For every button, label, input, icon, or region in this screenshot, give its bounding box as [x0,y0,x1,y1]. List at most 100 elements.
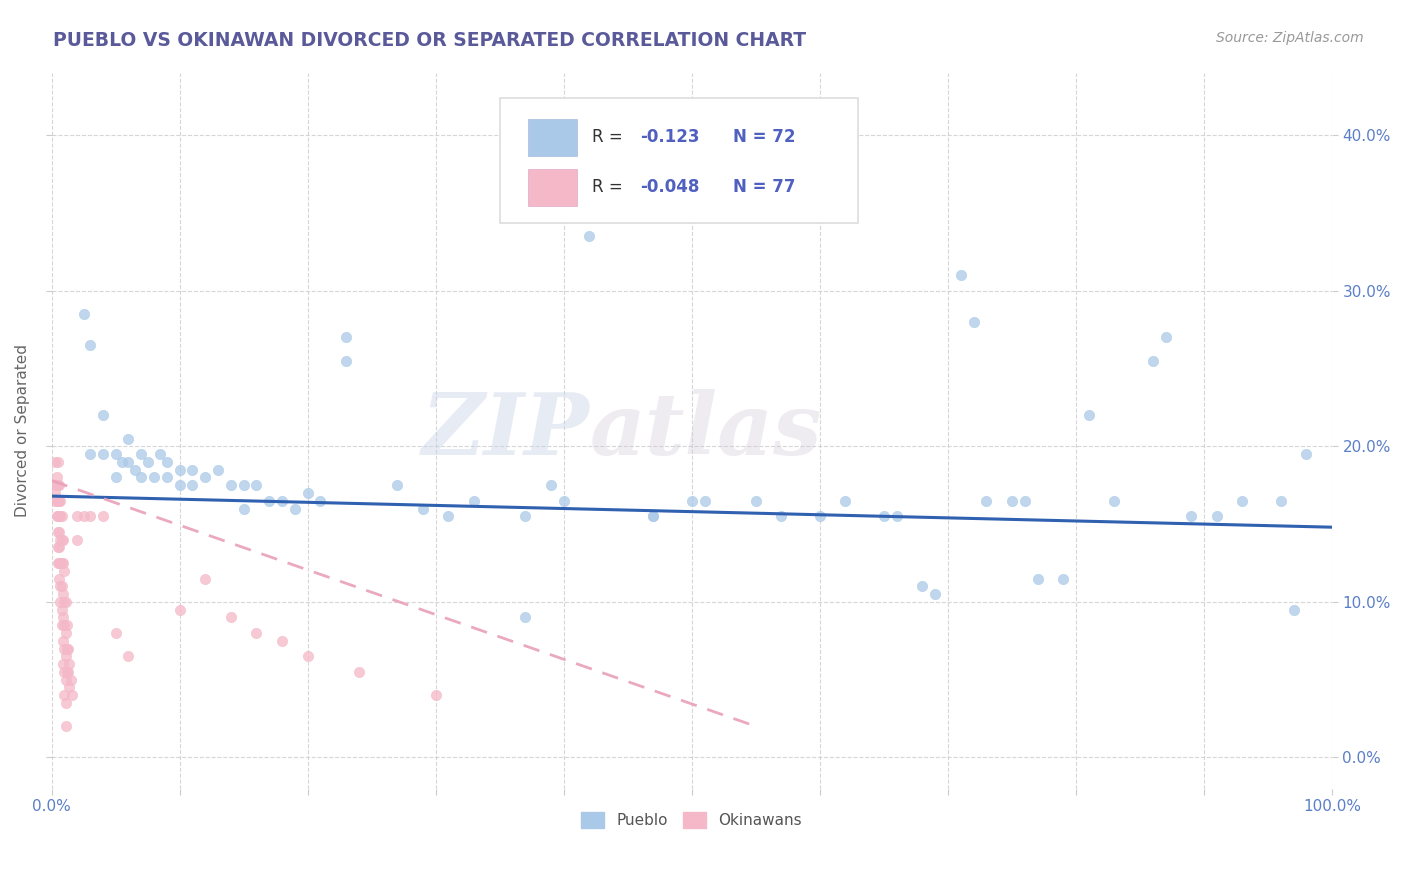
Point [335,353,357,368]
Point [53,688,76,702]
Point [56,665,79,679]
Point [49,493,72,508]
Point [44,455,66,469]
Point [412,501,434,516]
Point [52,657,75,671]
Point [643,509,665,524]
Point [48,478,70,492]
Point [49,595,72,609]
FancyBboxPatch shape [527,119,576,156]
Point [156,470,179,484]
Point [72,509,94,524]
Point [56,641,79,656]
Point [56,665,79,679]
Point [911,579,934,593]
Point [194,470,217,484]
Point [745,493,768,508]
Point [143,470,166,484]
Text: PUEBLO VS OKINAWAN DIVORCED OR SEPARATED CORRELATION CHART: PUEBLO VS OKINAWAN DIVORCED OR SEPARATED… [53,31,807,50]
Point [48,509,70,524]
Point [48,524,70,539]
Text: N = 72: N = 72 [733,128,796,146]
Point [117,649,139,664]
Point [46,541,69,555]
Point [1282,602,1305,616]
Point [48,572,70,586]
Point [1180,509,1202,524]
Point [44,493,66,508]
Point [1295,447,1317,461]
Point [207,463,229,477]
Point [46,455,69,469]
Point [46,556,69,570]
Point [45,470,67,484]
Point [124,463,146,477]
Point [1026,572,1049,586]
Point [257,493,280,508]
Point [55,595,77,609]
Point [387,478,409,492]
Point [104,626,127,640]
Point [56,618,79,632]
Point [49,533,72,547]
Point [693,167,716,181]
Point [52,587,75,601]
Point [181,463,204,477]
Point [149,447,172,461]
Point [129,470,152,484]
Text: -0.048: -0.048 [641,178,700,196]
Point [553,493,575,508]
Point [949,268,972,283]
Point [136,455,159,469]
Point [79,338,101,352]
Point [51,602,73,616]
Point [873,509,896,524]
Point [44,486,66,500]
Point [55,626,77,640]
Point [962,315,984,329]
Point [219,478,242,492]
Point [232,501,254,516]
Point [53,665,76,679]
Point [48,556,70,570]
Point [834,493,856,508]
Point [886,509,908,524]
Point [643,509,665,524]
Point [770,509,793,524]
Point [515,509,537,524]
Point [48,541,70,555]
Point [117,455,139,469]
Point [169,602,191,616]
Point [976,493,998,508]
Point [46,493,69,508]
FancyBboxPatch shape [499,98,858,223]
Point [245,626,267,640]
Text: N = 77: N = 77 [733,178,796,196]
Point [46,509,69,524]
Point [55,696,77,710]
Point [271,493,294,508]
Point [48,493,70,508]
Point [111,455,134,469]
Point [72,307,94,321]
Point [52,533,75,547]
Text: R =: R = [592,178,628,196]
Point [271,633,294,648]
Point [232,478,254,492]
Point [59,673,82,687]
Point [1001,493,1024,508]
Point [1104,493,1126,508]
Point [52,610,75,624]
Point [219,610,242,624]
Point [58,657,80,671]
Point [335,330,357,344]
Point [53,618,76,632]
Y-axis label: Divorced or Separated: Divorced or Separated [15,344,30,517]
Point [1142,353,1164,368]
Point [1077,408,1099,422]
Point [51,618,73,632]
Point [55,673,77,687]
Point [194,572,217,586]
Point [578,229,600,244]
Point [56,641,79,656]
